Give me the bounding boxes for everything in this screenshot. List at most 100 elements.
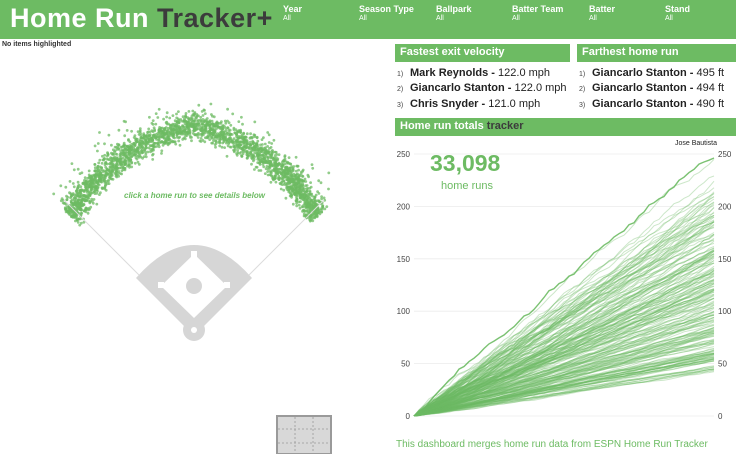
home-run-dot[interactable] bbox=[180, 119, 184, 123]
home-run-dot[interactable] bbox=[291, 183, 295, 187]
home-run-dot[interactable] bbox=[242, 145, 245, 149]
home-run-dot[interactable] bbox=[92, 198, 96, 201]
series-line[interactable] bbox=[413, 342, 715, 417]
home-run-dot[interactable] bbox=[127, 160, 131, 164]
home-run-field-map[interactable] bbox=[0, 50, 390, 350]
home-run-dot[interactable] bbox=[72, 214, 76, 218]
home-run-dot[interactable] bbox=[163, 132, 167, 136]
series-line[interactable] bbox=[413, 321, 715, 417]
series-line[interactable] bbox=[413, 368, 715, 417]
home-run-dot[interactable] bbox=[114, 166, 118, 170]
series-line[interactable] bbox=[413, 321, 715, 417]
home-run-dot[interactable] bbox=[305, 200, 309, 203]
series-line[interactable] bbox=[413, 354, 715, 417]
home-run-dot[interactable] bbox=[211, 125, 215, 128]
home-run-dot[interactable] bbox=[104, 170, 107, 174]
series-line[interactable] bbox=[413, 346, 715, 417]
home-run-dot[interactable] bbox=[264, 167, 268, 171]
series-line[interactable] bbox=[413, 275, 715, 417]
series-line[interactable] bbox=[413, 242, 715, 417]
home-run-dot[interactable] bbox=[118, 160, 122, 164]
home-run-dot[interactable] bbox=[207, 120, 211, 124]
home-run-dot[interactable] bbox=[75, 194, 79, 198]
series-line[interactable] bbox=[413, 353, 715, 417]
series-line[interactable] bbox=[413, 359, 715, 417]
series-line[interactable] bbox=[413, 369, 715, 417]
home-run-dot[interactable] bbox=[295, 193, 299, 197]
series-line[interactable] bbox=[413, 262, 715, 417]
series-line[interactable] bbox=[413, 193, 715, 417]
home-run-dot[interactable] bbox=[180, 130, 183, 134]
home-run-dot[interactable] bbox=[115, 170, 119, 173]
home-run-dot[interactable] bbox=[80, 200, 83, 204]
home-run-dot[interactable] bbox=[184, 134, 187, 138]
series-line[interactable] bbox=[413, 339, 715, 417]
home-run-dot[interactable] bbox=[126, 156, 130, 159]
series-line[interactable] bbox=[413, 335, 715, 417]
home-run-dot[interactable] bbox=[176, 117, 180, 121]
home-run-dot[interactable] bbox=[310, 163, 314, 166]
home-run-dot[interactable] bbox=[72, 185, 76, 189]
series-line[interactable] bbox=[413, 352, 715, 417]
home-run-dot[interactable] bbox=[203, 109, 206, 112]
home-run-dot[interactable] bbox=[96, 169, 100, 172]
series-line[interactable] bbox=[413, 212, 715, 417]
home-run-dot[interactable] bbox=[203, 112, 207, 115]
strike-zone-box[interactable] bbox=[276, 415, 332, 454]
series-line[interactable] bbox=[413, 215, 715, 417]
home-run-dot[interactable] bbox=[168, 116, 172, 120]
home-run-dot[interactable] bbox=[222, 139, 226, 142]
home-run-dot[interactable] bbox=[157, 143, 161, 147]
home-run-dot[interactable] bbox=[305, 205, 309, 209]
series-line[interactable] bbox=[413, 247, 715, 417]
home-run-dot[interactable] bbox=[302, 195, 306, 199]
home-run-dot[interactable] bbox=[260, 148, 264, 151]
home-run-dot[interactable] bbox=[290, 195, 293, 199]
home-run-dot[interactable] bbox=[68, 180, 72, 183]
home-run-dot[interactable] bbox=[317, 179, 321, 183]
series-line[interactable] bbox=[413, 260, 715, 417]
home-run-dot[interactable] bbox=[76, 217, 79, 221]
home-run-dot[interactable] bbox=[165, 115, 169, 119]
series-line[interactable] bbox=[413, 272, 715, 417]
home-run-totals-chart[interactable]: 0 0 50 50 100 100 150 150 200 200 250 250 bbox=[392, 138, 736, 428]
series-line[interactable] bbox=[413, 223, 715, 417]
series-line[interactable] bbox=[413, 233, 715, 417]
home-run-dot[interactable] bbox=[105, 157, 109, 161]
home-run-dot[interactable] bbox=[184, 115, 188, 118]
home-run-dot[interactable] bbox=[150, 144, 154, 148]
home-run-dot[interactable] bbox=[263, 172, 267, 175]
home-run-dot[interactable] bbox=[74, 198, 78, 202]
home-run-dot[interactable] bbox=[69, 199, 73, 203]
home-run-dot[interactable] bbox=[296, 178, 299, 181]
home-run-dot[interactable] bbox=[266, 145, 269, 148]
home-run-dot[interactable] bbox=[98, 131, 101, 134]
home-run-dot[interactable] bbox=[84, 184, 88, 188]
home-run-dot[interactable] bbox=[272, 162, 276, 166]
home-run-dot[interactable] bbox=[82, 209, 86, 213]
home-run-dot[interactable] bbox=[124, 154, 127, 158]
home-run-dot[interactable] bbox=[235, 140, 239, 143]
home-run-dot[interactable] bbox=[313, 195, 317, 199]
home-run-dot[interactable] bbox=[150, 137, 154, 141]
home-run-dot[interactable] bbox=[287, 182, 291, 186]
home-run-dot[interactable] bbox=[76, 221, 80, 224]
home-run-dot[interactable] bbox=[73, 203, 77, 207]
home-run-dot[interactable] bbox=[218, 136, 222, 140]
home-run-dot[interactable] bbox=[162, 117, 166, 121]
series-line[interactable] bbox=[413, 353, 715, 417]
home-run-dot[interactable] bbox=[100, 176, 103, 179]
home-run-dot[interactable] bbox=[156, 132, 160, 135]
home-run-dot[interactable] bbox=[192, 125, 196, 128]
home-run-dot[interactable] bbox=[127, 146, 131, 150]
series-line[interactable] bbox=[413, 353, 715, 417]
home-run-dot[interactable] bbox=[218, 144, 222, 148]
home-run-dot[interactable] bbox=[100, 166, 103, 170]
home-run-dot[interactable] bbox=[272, 177, 276, 181]
home-run-dot[interactable] bbox=[85, 199, 88, 202]
series-line[interactable] bbox=[413, 352, 715, 417]
home-run-dot[interactable] bbox=[130, 161, 134, 164]
home-run-dot[interactable] bbox=[271, 156, 274, 160]
series-line[interactable] bbox=[413, 357, 715, 417]
series-line[interactable] bbox=[413, 311, 715, 417]
